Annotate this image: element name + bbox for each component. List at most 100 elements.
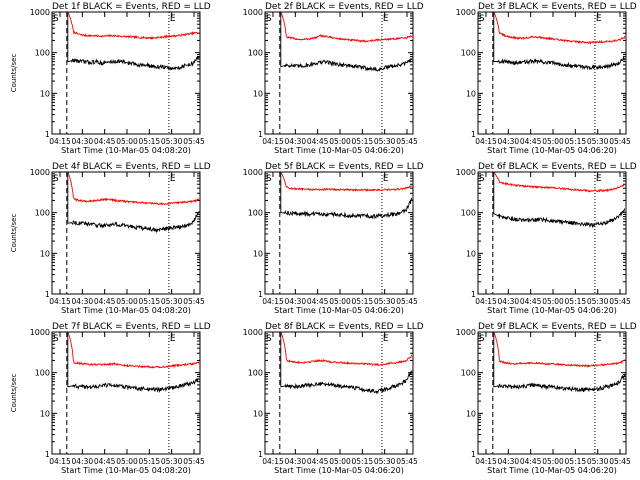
x-axis-label: Start Time (10-Mar-05 04:06:20) <box>487 466 617 475</box>
x-tick-label: 04:45 <box>520 137 542 146</box>
x-tick-label: 05:15 <box>352 297 374 306</box>
x-tick-label: 05:30 <box>587 297 609 306</box>
y-tick-label: 1000 <box>456 168 476 177</box>
x-tick-label: 05:15 <box>139 137 161 146</box>
events-rate-line <box>280 172 413 220</box>
lld-rate-line <box>280 11 413 43</box>
plot-frame <box>477 11 627 135</box>
end-marker-label: E <box>383 14 389 24</box>
x-tick-label: 04:45 <box>307 297 329 306</box>
x-tick-label: 04:15 <box>262 297 284 306</box>
x-tick-label: 05:30 <box>374 137 396 146</box>
x-tick-label: 04:30 <box>285 297 307 306</box>
x-tick-label: 05:30 <box>161 297 183 306</box>
x-tick-label: 04:15 <box>49 297 71 306</box>
plot-frame <box>264 331 414 455</box>
plot-frame <box>264 171 414 295</box>
x-axis-label: Start Time (10-Mar-05 04:08:20) <box>61 146 191 155</box>
panel-title: Det 4f BLACK = Events, RED = LLD <box>52 162 211 172</box>
x-axis-label: Start Time (10-Mar-05 04:08:20) <box>61 306 191 315</box>
plot-frame <box>477 331 627 455</box>
panel-title: Det 7f BLACK = Events, RED = LLD <box>52 322 211 332</box>
panel-det-6: Det 6f BLACK = Events, RED = LLD 1 10 100 10… <box>456 162 637 315</box>
x-tick-label: 04:15 <box>475 457 497 466</box>
plot-frame <box>477 171 627 295</box>
x-tick-label: 05:15 <box>565 297 587 306</box>
end-marker-label: E <box>596 14 602 24</box>
y-tick-label: 1000 <box>456 328 476 337</box>
y-tick-label: 10 <box>253 89 263 98</box>
x-tick-label: 04:45 <box>520 297 542 306</box>
plot-frame <box>51 171 201 295</box>
y-tick-label: 1000 <box>30 168 50 177</box>
lld-rate-line <box>493 11 626 45</box>
events-rate-line <box>493 12 626 71</box>
end-marker-label: E <box>170 334 176 344</box>
panel-title: Det 9f BLACK = Events, RED = LLD <box>478 322 637 332</box>
y-tick-label: 1 <box>45 130 50 139</box>
x-tick-label: 05:15 <box>139 297 161 306</box>
y-tick-label: 10 <box>40 409 50 418</box>
y-tick-label: 10 <box>253 409 263 418</box>
x-tick-label: 04:45 <box>94 297 116 306</box>
y-tick-label: 100 <box>248 209 263 218</box>
panel-title: Det 5f BLACK = Events, RED = LLD <box>265 162 424 172</box>
y-tick-label: 10 <box>40 89 50 98</box>
x-tick-label: 04:30 <box>72 297 94 306</box>
x-tick-label: 05:45 <box>396 137 418 146</box>
x-tick-label: 05:45 <box>609 457 631 466</box>
x-tick-label: 05:30 <box>587 457 609 466</box>
x-tick-label: 05:15 <box>565 137 587 146</box>
x-tick-label: 05:30 <box>374 297 396 306</box>
x-tick-label: 05:00 <box>329 457 351 466</box>
end-marker-label: E <box>383 334 389 344</box>
start-marker-label: S <box>53 334 59 344</box>
y-tick-label: 1 <box>45 450 50 459</box>
end-marker-label: E <box>596 174 602 184</box>
x-tick-label: 05:00 <box>542 137 564 146</box>
x-tick-label: 04:30 <box>498 137 520 146</box>
x-tick-label: 04:15 <box>475 297 497 306</box>
x-tick-label: 05:30 <box>161 137 183 146</box>
x-tick-label: 04:15 <box>49 457 71 466</box>
start-marker-label: S <box>53 14 59 24</box>
panel-title: Det 1f BLACK = Events, RED = LLD <box>52 2 211 12</box>
panel-title: Det 6f BLACK = Events, RED = LLD <box>478 162 637 172</box>
x-tick-label: 04:15 <box>262 137 284 146</box>
y-tick-label: 1 <box>45 290 50 299</box>
y-tick-label: 100 <box>248 49 263 58</box>
events-rate-line <box>280 12 413 72</box>
y-tick-label: 1 <box>258 290 263 299</box>
x-tick-label: 04:45 <box>307 137 329 146</box>
events-rate-line <box>67 172 200 234</box>
x-tick-label: 04:30 <box>285 457 307 466</box>
x-tick-label: 04:45 <box>94 457 116 466</box>
y-tick-label: 1 <box>471 450 476 459</box>
panel-title: Det 3f BLACK = Events, RED = LLD <box>478 2 637 12</box>
events-rate-line <box>493 332 626 393</box>
y-tick-label: 1000 <box>243 8 263 17</box>
events-rate-line <box>67 332 200 393</box>
panel-title: Det 2f BLACK = Events, RED = LLD <box>265 2 424 12</box>
y-tick-label: 1000 <box>243 328 263 337</box>
y-tick-label: 1 <box>471 290 476 299</box>
y-tick-label: 100 <box>461 49 476 58</box>
y-tick-label: 100 <box>461 209 476 218</box>
x-tick-label: 05:00 <box>542 457 564 466</box>
x-tick-label: 04:15 <box>475 137 497 146</box>
y-axis-label: Counts/sec <box>10 54 18 93</box>
start-marker-label: S <box>266 334 272 344</box>
x-axis-label: Start Time (10-Mar-05 04:06:20) <box>274 466 404 475</box>
y-tick-label: 1000 <box>456 8 476 17</box>
events-rate-line <box>493 172 626 229</box>
start-marker-label: S <box>266 14 272 24</box>
x-tick-label: 04:30 <box>285 137 307 146</box>
y-tick-label: 1 <box>258 450 263 459</box>
end-marker-label: E <box>170 14 176 24</box>
x-tick-label: 04:45 <box>520 457 542 466</box>
lld-rate-line <box>493 171 626 193</box>
lld-rate-line <box>67 331 200 369</box>
panel-det-4: Det 4f BLACK = Events, RED = LLD 1 10 100 10… <box>10 162 211 315</box>
x-tick-label: 05:30 <box>161 457 183 466</box>
x-tick-label: 04:30 <box>72 457 94 466</box>
